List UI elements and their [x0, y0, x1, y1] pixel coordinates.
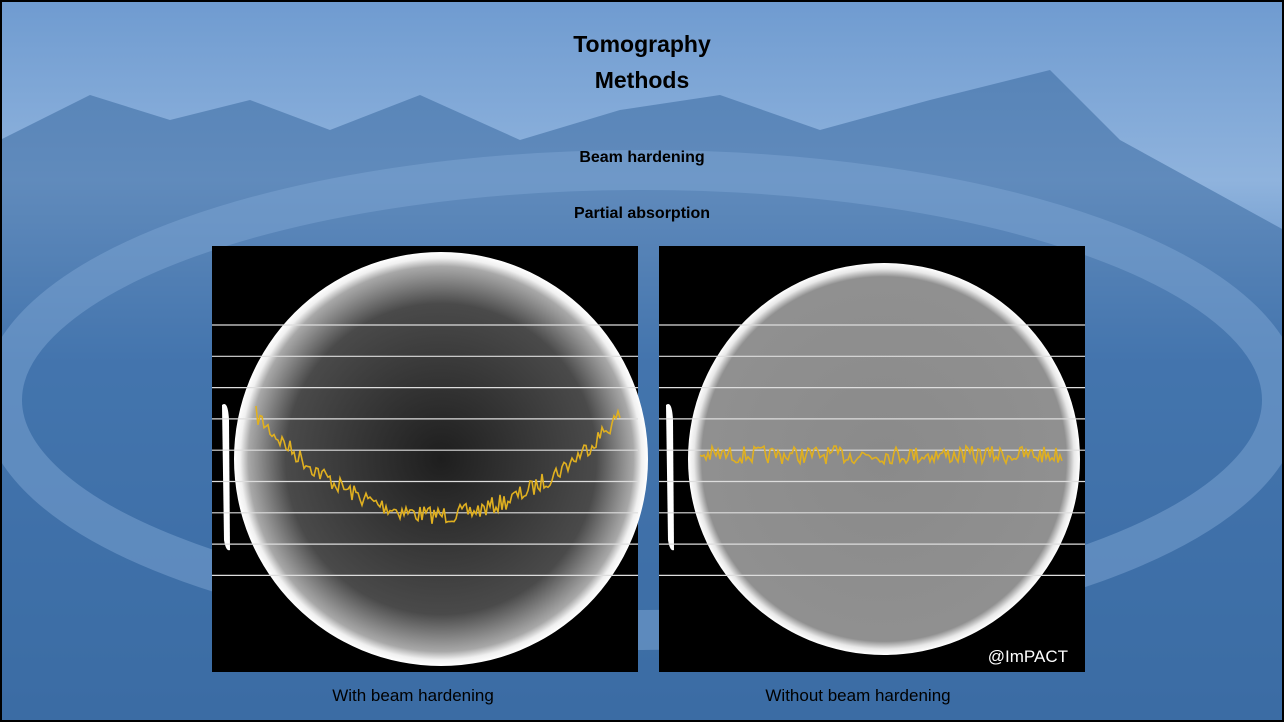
figure-right: @ImPACT [659, 246, 1085, 672]
topic: Partial absorption [574, 205, 710, 222]
credit: @ImPACT [988, 647, 1068, 666]
title: Tomography [573, 31, 711, 57]
topic: Beam hardening [579, 149, 704, 166]
page: Tomography Methods Beam hardening Partia… [0, 0, 1284, 722]
caption: With beam hardening [332, 686, 494, 705]
caption: Without beam hardening [765, 686, 950, 705]
figure-left [212, 246, 648, 672]
slide: Tomography Methods Beam hardening Partia… [0, 0, 1284, 722]
title: Methods [595, 67, 690, 93]
